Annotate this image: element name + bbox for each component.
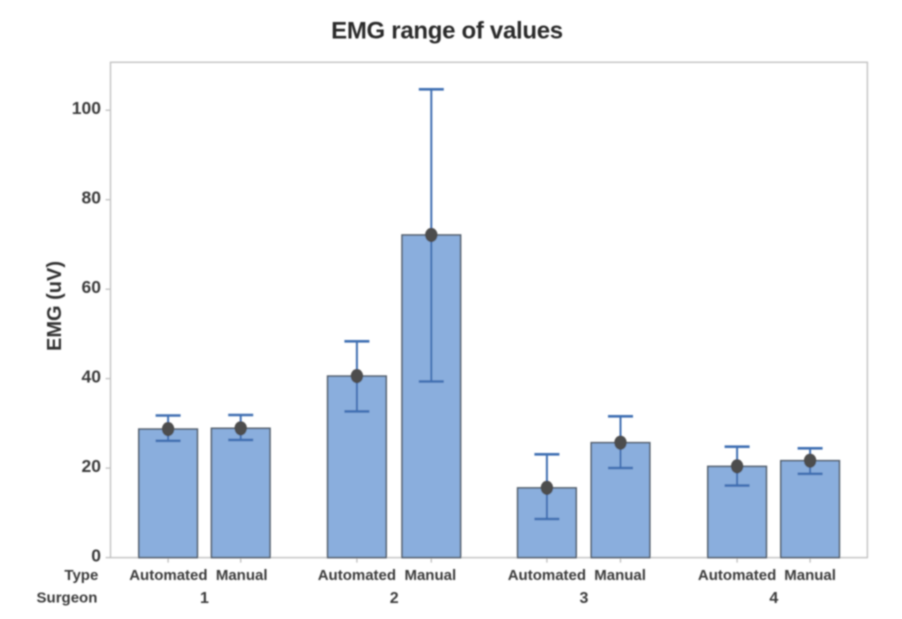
svg-text:2: 2 xyxy=(390,590,399,607)
svg-text:1: 1 xyxy=(200,590,209,607)
svg-text:Manual: Manual xyxy=(216,567,268,584)
svg-text:3: 3 xyxy=(579,590,588,607)
svg-text:100: 100 xyxy=(72,98,101,118)
svg-text:EMG range of values: EMG range of values xyxy=(331,18,563,45)
svg-text:Automated: Automated xyxy=(508,567,586,584)
svg-text:EMG (uV): EMG (uV) xyxy=(44,261,66,351)
svg-text:0: 0 xyxy=(91,546,101,566)
svg-text:Manual: Manual xyxy=(404,567,456,584)
svg-text:Manual: Manual xyxy=(594,567,646,584)
svg-text:Type: Type xyxy=(64,567,98,584)
svg-text:40: 40 xyxy=(82,367,102,387)
svg-text:60: 60 xyxy=(82,277,102,297)
svg-text:4: 4 xyxy=(769,590,778,607)
svg-text:Manual: Manual xyxy=(784,567,836,584)
svg-text:20: 20 xyxy=(82,456,102,476)
svg-text:Surgeon: Surgeon xyxy=(37,590,98,607)
svg-text:Automated: Automated xyxy=(698,567,776,584)
svg-text:Automated: Automated xyxy=(129,567,207,584)
svg-text:80: 80 xyxy=(82,188,102,208)
svg-text:Automated: Automated xyxy=(318,567,396,584)
